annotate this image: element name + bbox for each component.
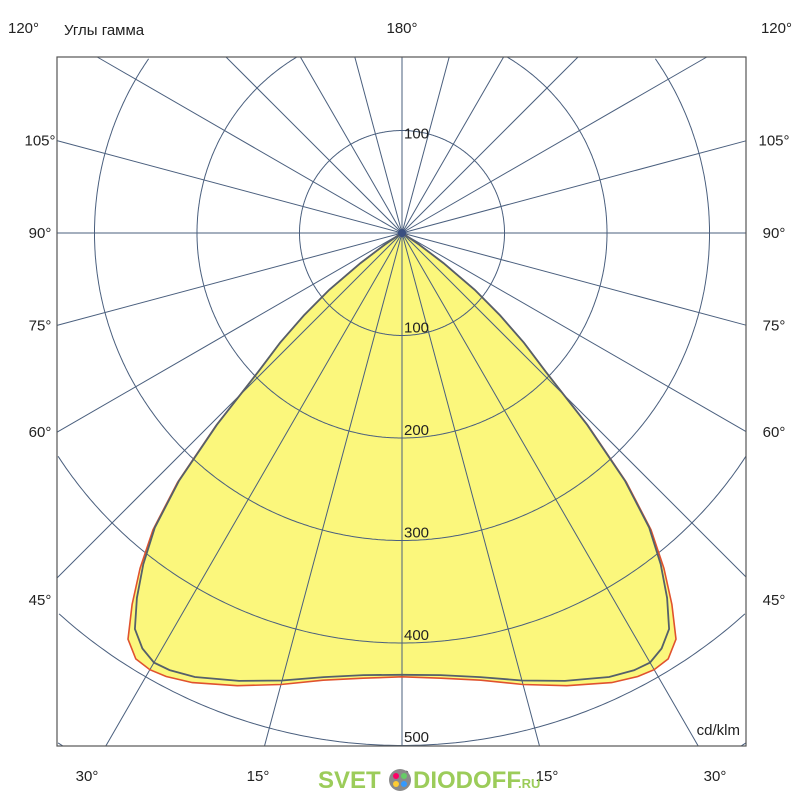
watermark-left: SVET <box>318 767 381 794</box>
logo-dot-icon <box>389 769 411 791</box>
radial-line-345 <box>264 232 403 747</box>
radial-line-285 <box>56 232 403 326</box>
watermark-suffix: .RU <box>518 776 540 791</box>
angle-label-right-105: 105° <box>758 133 789 150</box>
radial-tick-label-100: 100 <box>404 320 429 337</box>
plot-frame <box>56 56 747 747</box>
radial-line-30 <box>401 232 699 747</box>
center-point <box>398 229 406 237</box>
angle-label-right-75: 75° <box>763 317 786 334</box>
angle-label-bottom-0: 30° <box>76 768 99 785</box>
angle-label-120-right: 120° <box>761 20 792 37</box>
radial-line-120 <box>401 56 708 234</box>
watermark-right: DIODOFF <box>413 767 521 794</box>
radial-line-150 <box>401 56 505 234</box>
radial-line-210 <box>299 56 403 234</box>
angle-label-bottom-4: 30° <box>704 768 727 785</box>
angle-label-left-90: 90° <box>29 225 52 242</box>
angle-label-left-105: 105° <box>24 133 55 150</box>
angle-label-180: 180° <box>386 20 417 37</box>
angle-label-bottom-1: 15° <box>247 768 270 785</box>
radial-line-105 <box>401 140 747 234</box>
radial-line-240 <box>96 56 403 234</box>
radial-line-225 <box>225 56 403 234</box>
radial-line-15 <box>401 232 540 747</box>
radial-line-165 <box>401 56 450 234</box>
radial-line-315 <box>56 232 403 579</box>
radial-tick-label-300: 300 <box>404 525 429 542</box>
radial-tick-label-up: 100 <box>404 126 429 143</box>
angle-label-left-60: 60° <box>29 424 52 441</box>
series-1-curve <box>133 231 671 682</box>
radial-line-300 <box>56 232 403 433</box>
angle-label-right-90: 90° <box>763 225 786 242</box>
polar-grid <box>56 56 747 747</box>
radial-line-255 <box>56 140 403 234</box>
radial-line-135 <box>401 56 579 234</box>
radial-line-195 <box>354 56 403 234</box>
intensity-curves <box>127 231 677 687</box>
angle-label-left-45: 45° <box>29 592 52 609</box>
angle-label-bottom-3: 15° <box>536 768 559 785</box>
grid-ring-600 <box>57 742 747 747</box>
chart-title: Углы гамма <box>64 22 145 39</box>
grid-ring-300 <box>94 58 710 541</box>
radial-line-60 <box>401 232 747 433</box>
radial-line-330 <box>105 232 403 747</box>
grid-ring-200 <box>196 56 608 439</box>
unit-label: cd/klm <box>697 722 740 739</box>
radial-tick-label-200: 200 <box>404 422 429 439</box>
angle-label-right-45: 45° <box>763 592 786 609</box>
radial-tick-label-500: 500 <box>404 729 429 746</box>
radial-line-45 <box>401 232 747 578</box>
angle-label-left-75: 75° <box>29 317 52 334</box>
angle-label-120-left: 120° <box>8 20 39 37</box>
radial-tick-label-400: 400 <box>404 627 429 644</box>
watermark-logo: SVET DIODOFF .RU <box>318 767 540 794</box>
angle-label-right-60: 60° <box>763 424 786 441</box>
radial-line-75 <box>401 232 747 326</box>
